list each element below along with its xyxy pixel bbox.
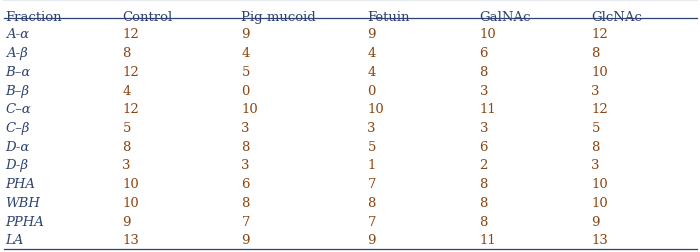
Text: 0: 0 xyxy=(241,84,250,97)
Text: 9: 9 xyxy=(368,233,376,246)
Text: 10: 10 xyxy=(592,66,608,78)
Text: 10: 10 xyxy=(122,177,139,190)
Text: 9: 9 xyxy=(368,28,376,41)
Text: 3: 3 xyxy=(122,159,131,172)
Text: 3: 3 xyxy=(241,159,250,172)
Text: 8: 8 xyxy=(480,196,488,209)
Text: 10: 10 xyxy=(480,28,496,41)
Text: 8: 8 xyxy=(122,47,131,60)
Text: Fetuin: Fetuin xyxy=(368,11,410,24)
Text: 10: 10 xyxy=(241,103,258,116)
Text: 12: 12 xyxy=(592,28,608,41)
Text: 9: 9 xyxy=(592,215,600,228)
Text: 1: 1 xyxy=(368,159,376,172)
Text: 12: 12 xyxy=(592,103,608,116)
Text: 9: 9 xyxy=(241,233,250,246)
Text: WBH: WBH xyxy=(6,196,41,209)
Text: 10: 10 xyxy=(368,103,384,116)
Text: 6: 6 xyxy=(480,47,488,60)
Text: 12: 12 xyxy=(122,66,139,78)
Text: 3: 3 xyxy=(480,84,488,97)
Text: 4: 4 xyxy=(122,84,131,97)
Text: 7: 7 xyxy=(241,215,250,228)
Text: 10: 10 xyxy=(592,196,608,209)
Text: 3: 3 xyxy=(241,121,250,134)
Text: 3: 3 xyxy=(592,84,600,97)
Text: 3: 3 xyxy=(368,121,376,134)
Text: 8: 8 xyxy=(368,196,376,209)
Text: A-α: A-α xyxy=(6,28,29,41)
Text: 8: 8 xyxy=(241,196,250,209)
Text: 4: 4 xyxy=(241,47,250,60)
Text: 3: 3 xyxy=(480,121,488,134)
Text: 7: 7 xyxy=(368,215,376,228)
Text: 5: 5 xyxy=(368,140,376,153)
Text: 8: 8 xyxy=(480,66,488,78)
Text: 10: 10 xyxy=(122,196,139,209)
Text: 11: 11 xyxy=(480,103,496,116)
Text: 8: 8 xyxy=(480,215,488,228)
Text: 6: 6 xyxy=(480,140,488,153)
Text: C–α: C–α xyxy=(6,103,32,116)
Text: GlcNAc: GlcNAc xyxy=(592,11,643,24)
Text: D-α: D-α xyxy=(6,140,30,153)
Text: D-β: D-β xyxy=(6,159,29,172)
Text: Pig mucoid: Pig mucoid xyxy=(241,11,316,24)
Text: 8: 8 xyxy=(241,140,250,153)
Text: 9: 9 xyxy=(122,215,131,228)
Text: 6: 6 xyxy=(241,177,250,190)
Text: 3: 3 xyxy=(592,159,600,172)
Text: B–α: B–α xyxy=(6,66,31,78)
Text: 5: 5 xyxy=(241,66,250,78)
Text: PPHA: PPHA xyxy=(6,215,45,228)
Text: 13: 13 xyxy=(592,233,608,246)
Text: B–β: B–β xyxy=(6,84,29,97)
Text: 13: 13 xyxy=(122,233,139,246)
Text: 5: 5 xyxy=(592,121,600,134)
Text: 4: 4 xyxy=(368,47,376,60)
Text: C–β: C–β xyxy=(6,121,30,134)
Text: 8: 8 xyxy=(122,140,131,153)
Text: 7: 7 xyxy=(368,177,376,190)
Text: 5: 5 xyxy=(122,121,131,134)
Text: 2: 2 xyxy=(480,159,488,172)
Text: 8: 8 xyxy=(480,177,488,190)
Text: GalNAc: GalNAc xyxy=(480,11,531,24)
Text: PHA: PHA xyxy=(6,177,36,190)
Text: 8: 8 xyxy=(592,140,600,153)
Text: 9: 9 xyxy=(241,28,250,41)
Text: LA: LA xyxy=(6,233,24,246)
Text: 8: 8 xyxy=(592,47,600,60)
Text: 10: 10 xyxy=(592,177,608,190)
Text: 0: 0 xyxy=(368,84,376,97)
Text: A-β: A-β xyxy=(6,47,27,60)
Text: 11: 11 xyxy=(480,233,496,246)
Text: 4: 4 xyxy=(368,66,376,78)
Text: 12: 12 xyxy=(122,103,139,116)
Text: Control: Control xyxy=(122,11,173,24)
Text: 12: 12 xyxy=(122,28,139,41)
Text: Fraction: Fraction xyxy=(6,11,62,24)
